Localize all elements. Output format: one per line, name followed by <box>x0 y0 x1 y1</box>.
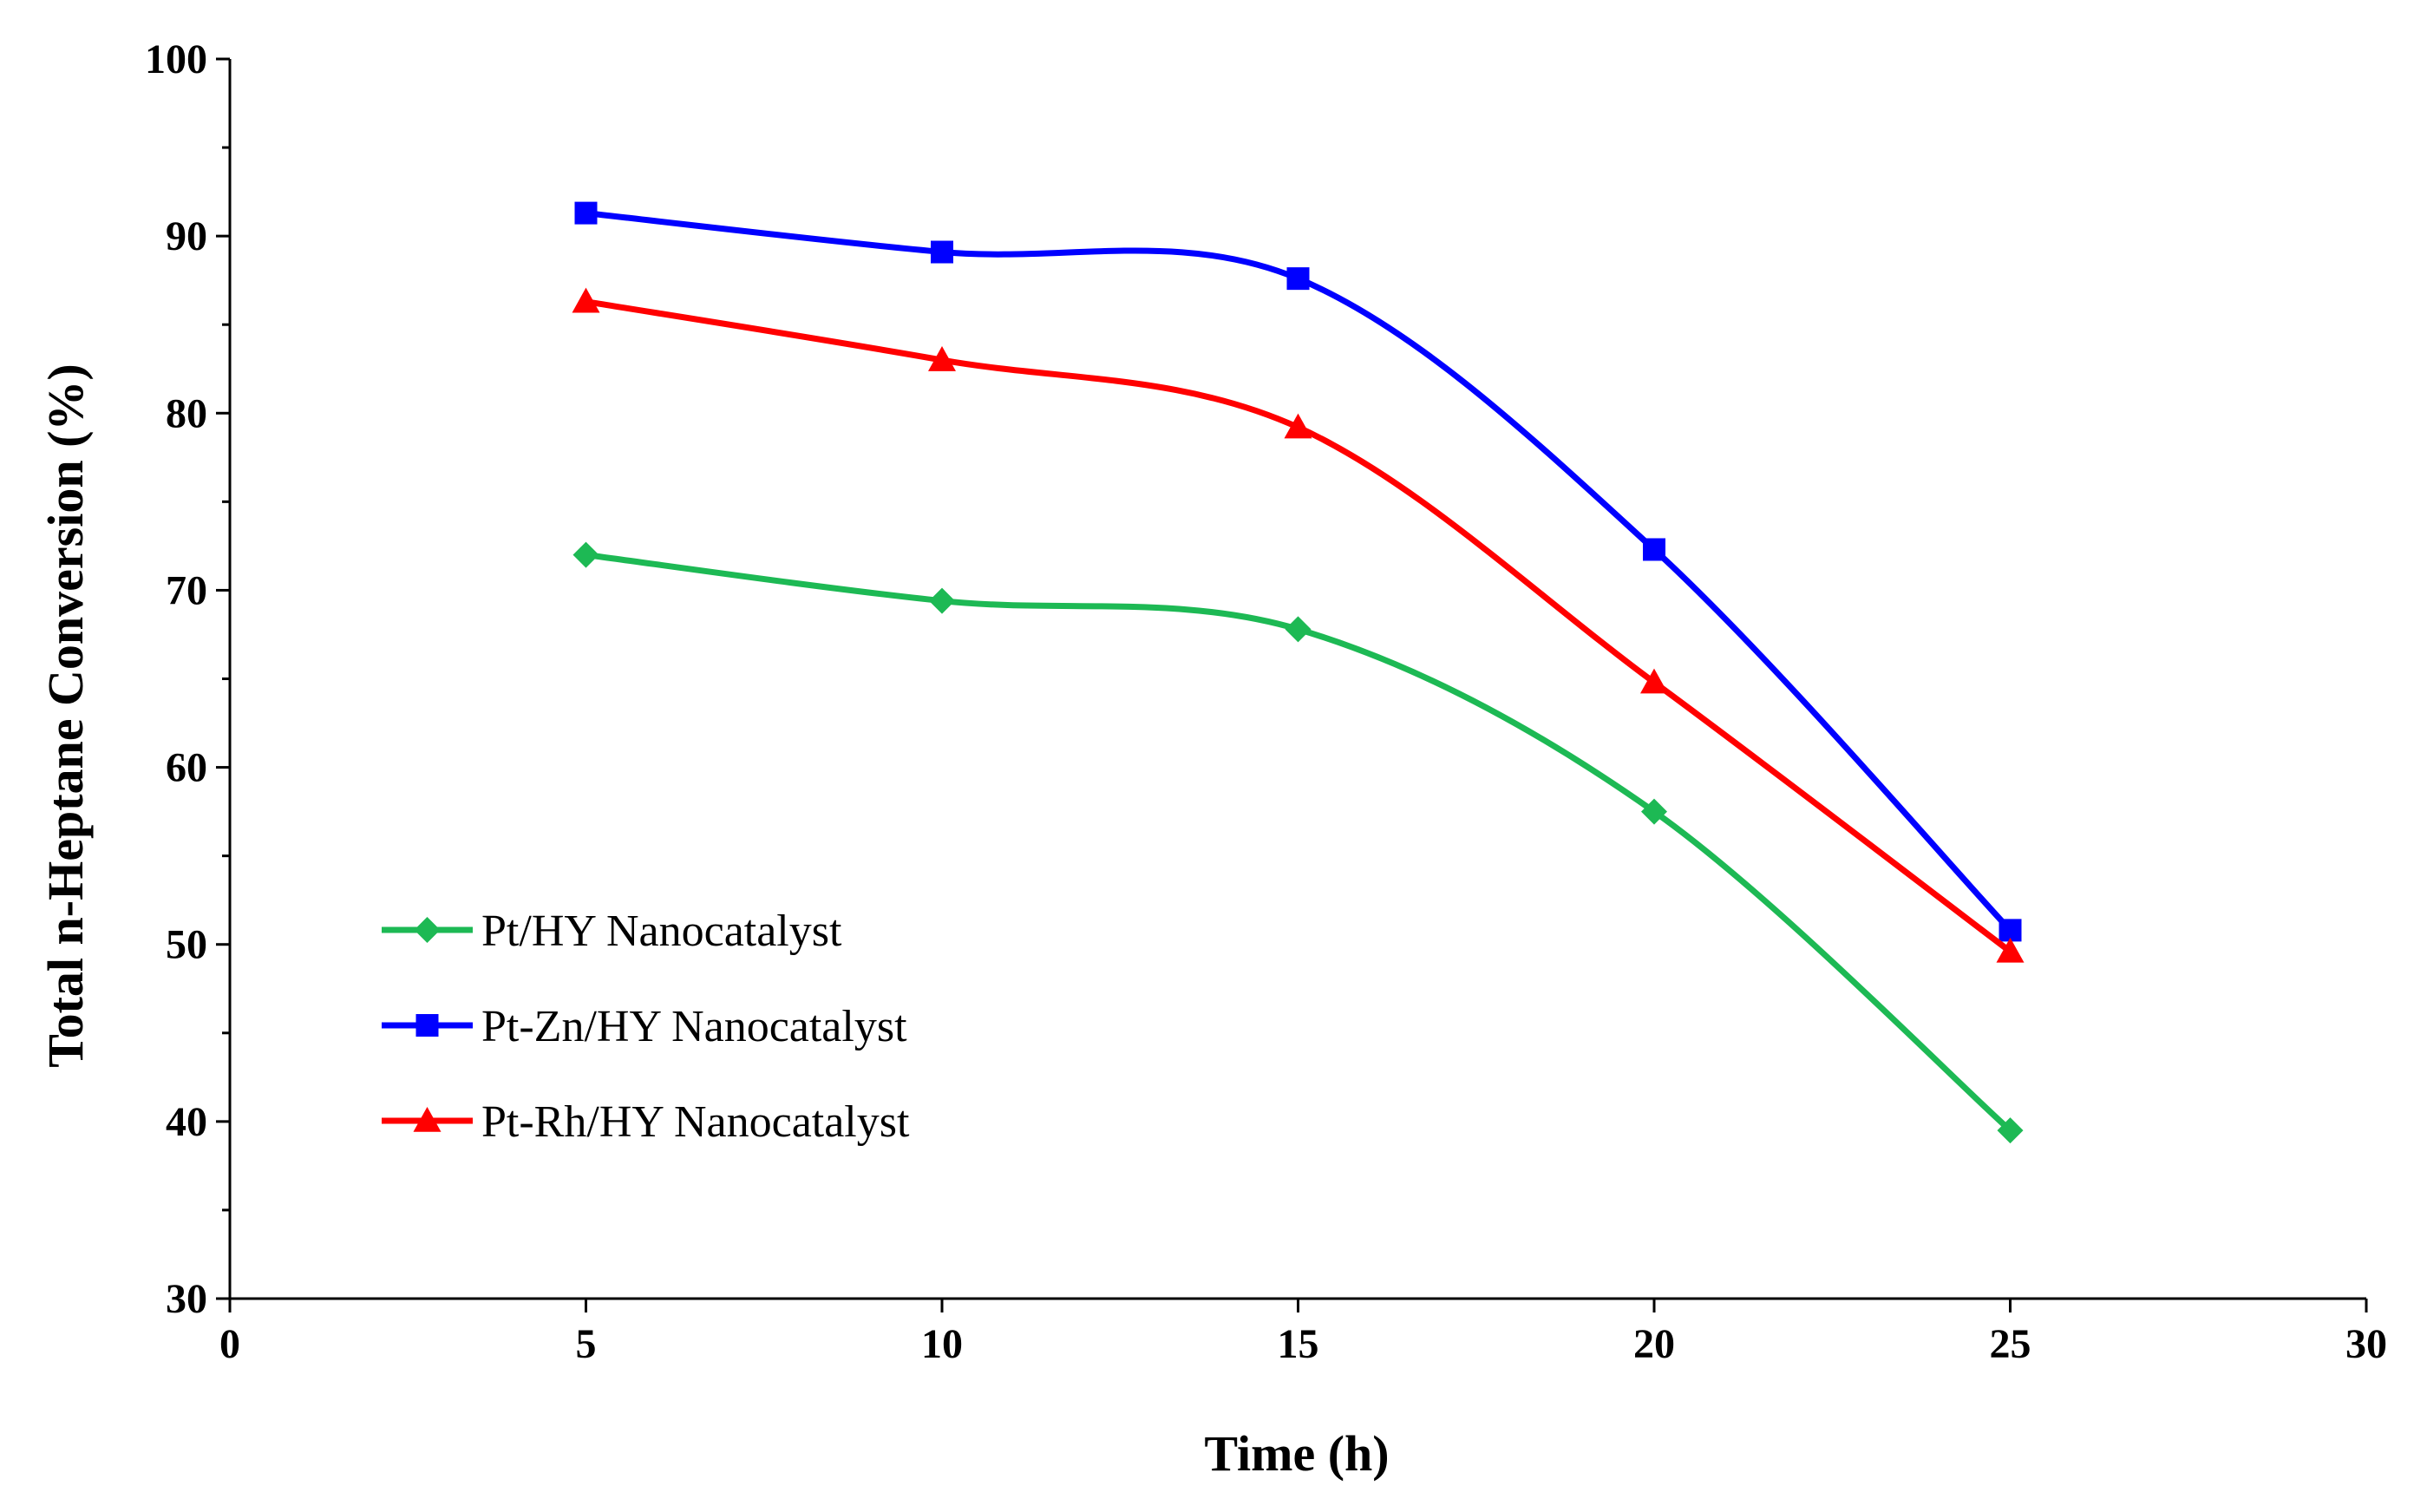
data-point <box>572 287 600 313</box>
data-point <box>1285 616 1312 643</box>
series-layer <box>572 201 2025 1144</box>
data-point <box>928 346 956 371</box>
legend: Pt/HY Nanocatalyst Pt-Zn/HY Nanocatalyst P… <box>382 907 910 1147</box>
series-line <box>586 210 2013 933</box>
legend-label: Pt/HY Nanocatalyst <box>481 907 842 956</box>
legend-item: Pt-Rh/HY Nanocatalyst <box>382 1097 910 1147</box>
y-tick-label: 50 <box>166 922 207 968</box>
y-tick-label: 70 <box>166 567 207 613</box>
axes: 30 40 50 60 70 80 90 100 0 5 10 15 20 25 30 <box>145 36 2387 1367</box>
legend-label: Pt-Zn/HY Nanocatalyst <box>481 1002 907 1051</box>
y-tick-label: 40 <box>166 1099 207 1145</box>
legend-marker <box>414 917 441 943</box>
data-point <box>574 201 598 225</box>
data-point <box>1641 798 1667 825</box>
x-tick-label: 5 <box>576 1321 597 1367</box>
data-point <box>1643 538 1665 561</box>
series-line <box>586 552 2012 1133</box>
data-point <box>1996 937 2025 963</box>
y-tick-label: 60 <box>166 745 207 791</box>
data-point <box>931 240 953 264</box>
x-tick-label: 15 <box>1278 1321 1319 1367</box>
y-tick-label: 80 <box>166 390 207 436</box>
data-point <box>1640 668 1668 694</box>
legend-label: Pt-Rh/HY Nanocatalyst <box>481 1097 910 1147</box>
series-1 <box>572 541 2024 1144</box>
y-tick-label: 90 <box>166 213 207 259</box>
x-tick-label: 25 <box>1990 1321 2031 1367</box>
series-3 <box>572 287 2025 963</box>
series-line <box>585 298 2012 954</box>
x-tick-label: 30 <box>2345 1321 2387 1367</box>
x-tick-label: 10 <box>921 1321 963 1367</box>
x-axis-title: Time (h) <box>1204 1425 1389 1482</box>
data-point <box>1997 1117 2024 1144</box>
legend-item: Pt-Zn/HY Nanocatalyst <box>382 1002 907 1051</box>
legend-marker <box>415 1014 439 1037</box>
data-point <box>1286 267 1310 291</box>
x-tick-label: 0 <box>219 1321 240 1367</box>
y-tick-label: 30 <box>166 1276 207 1322</box>
y-tick-label: 100 <box>145 36 207 82</box>
legend-item: Pt/HY Nanocatalyst <box>382 907 842 956</box>
series-2 <box>574 201 2022 942</box>
data-point <box>929 587 955 614</box>
data-point <box>1284 413 1312 439</box>
y-axis-title: Total n-Heptane Conversion (%) <box>37 363 94 1068</box>
data-point <box>572 541 599 568</box>
x-tick-label: 20 <box>1633 1321 1675 1367</box>
legend-marker <box>413 1107 442 1132</box>
